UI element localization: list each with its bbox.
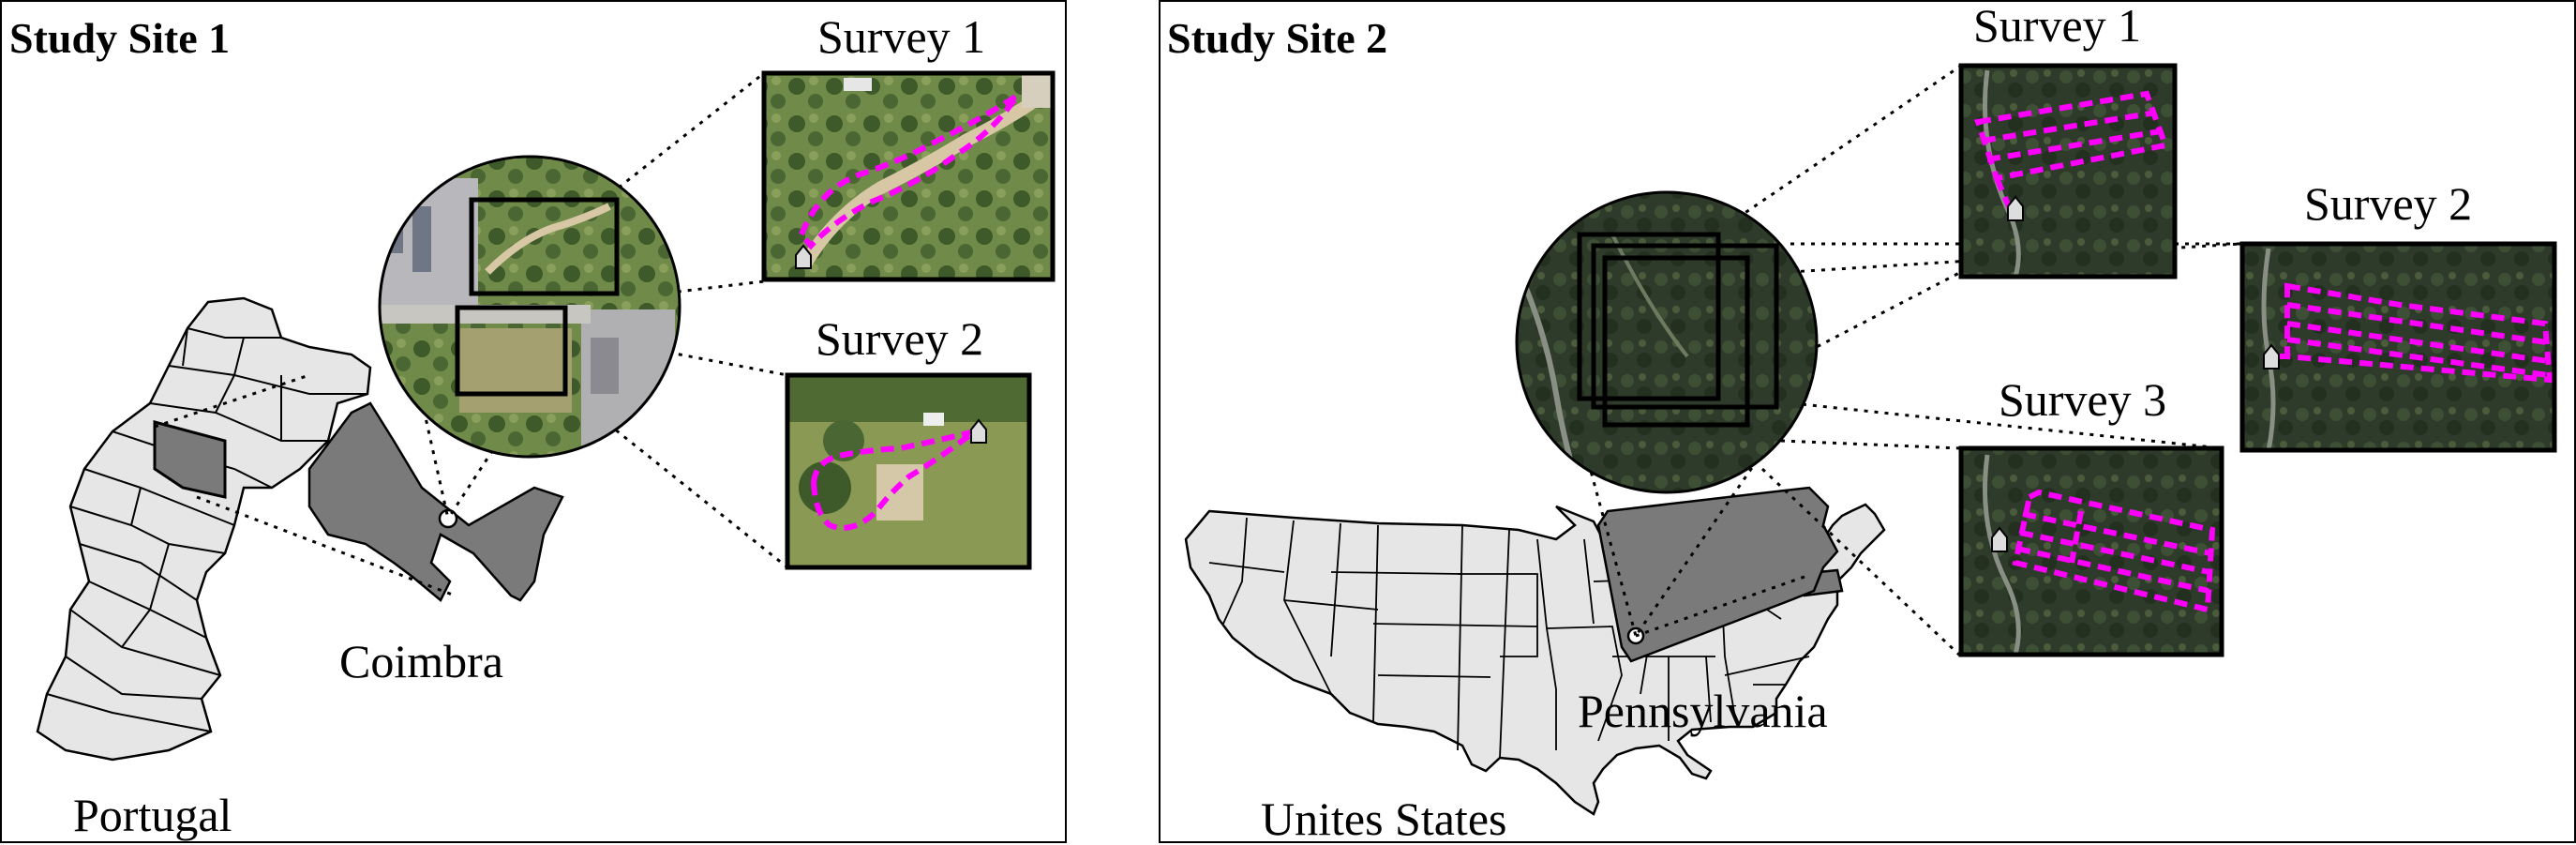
site2-survey3-label: Survey 3 bbox=[1999, 373, 2166, 426]
site2-survey2-flight-path bbox=[2273, 282, 2554, 384]
site2-survey1-label: Survey 1 bbox=[1973, 0, 2141, 52]
coimbra-label: Coimbra bbox=[339, 635, 503, 687]
site2-survey3-flight-path bbox=[2012, 489, 2216, 613]
site1-survey1-flight-path bbox=[798, 93, 1020, 250]
portugal-label: Portugal bbox=[73, 789, 232, 841]
site2-survey3-inset bbox=[1958, 445, 2224, 657]
site2-title: Study Site 2 bbox=[1167, 14, 1387, 62]
site2-survey2-home-icon bbox=[2263, 343, 2280, 370]
site2-survey1-inset bbox=[1958, 63, 2178, 279]
site2-survey1-home-icon bbox=[2007, 195, 2024, 221]
site1-survey1-label: Survey 1 bbox=[817, 10, 985, 63]
site1-survey2-label: Survey 2 bbox=[816, 312, 983, 365]
site2-survey2-inset bbox=[2239, 241, 2557, 453]
site2-aerial-circle bbox=[1515, 190, 1819, 494]
coimbra-region bbox=[307, 401, 564, 602]
site1-survey1-inset bbox=[761, 70, 1056, 282]
site1-aerial-circle bbox=[378, 155, 681, 459]
site2-survey2-label: Survey 2 bbox=[2304, 177, 2472, 230]
site2-connector-lines bbox=[1573, 64, 2241, 658]
united-states-label: Unites States bbox=[1261, 792, 1506, 845]
site1-title: Study Site 1 bbox=[9, 14, 230, 62]
site1-survey1-home-icon bbox=[795, 244, 812, 269]
site2-survey3-home-icon bbox=[1991, 526, 2008, 552]
site1-survey2-inset bbox=[785, 372, 1032, 570]
site1-survey2-home-icon bbox=[970, 418, 987, 444]
pennsylvania-region bbox=[1596, 486, 1839, 663]
pennsylvania-label: Pennsylvania bbox=[1578, 685, 1828, 737]
portugal-map bbox=[36, 296, 372, 762]
site1-survey2-flight-path bbox=[810, 429, 977, 531]
